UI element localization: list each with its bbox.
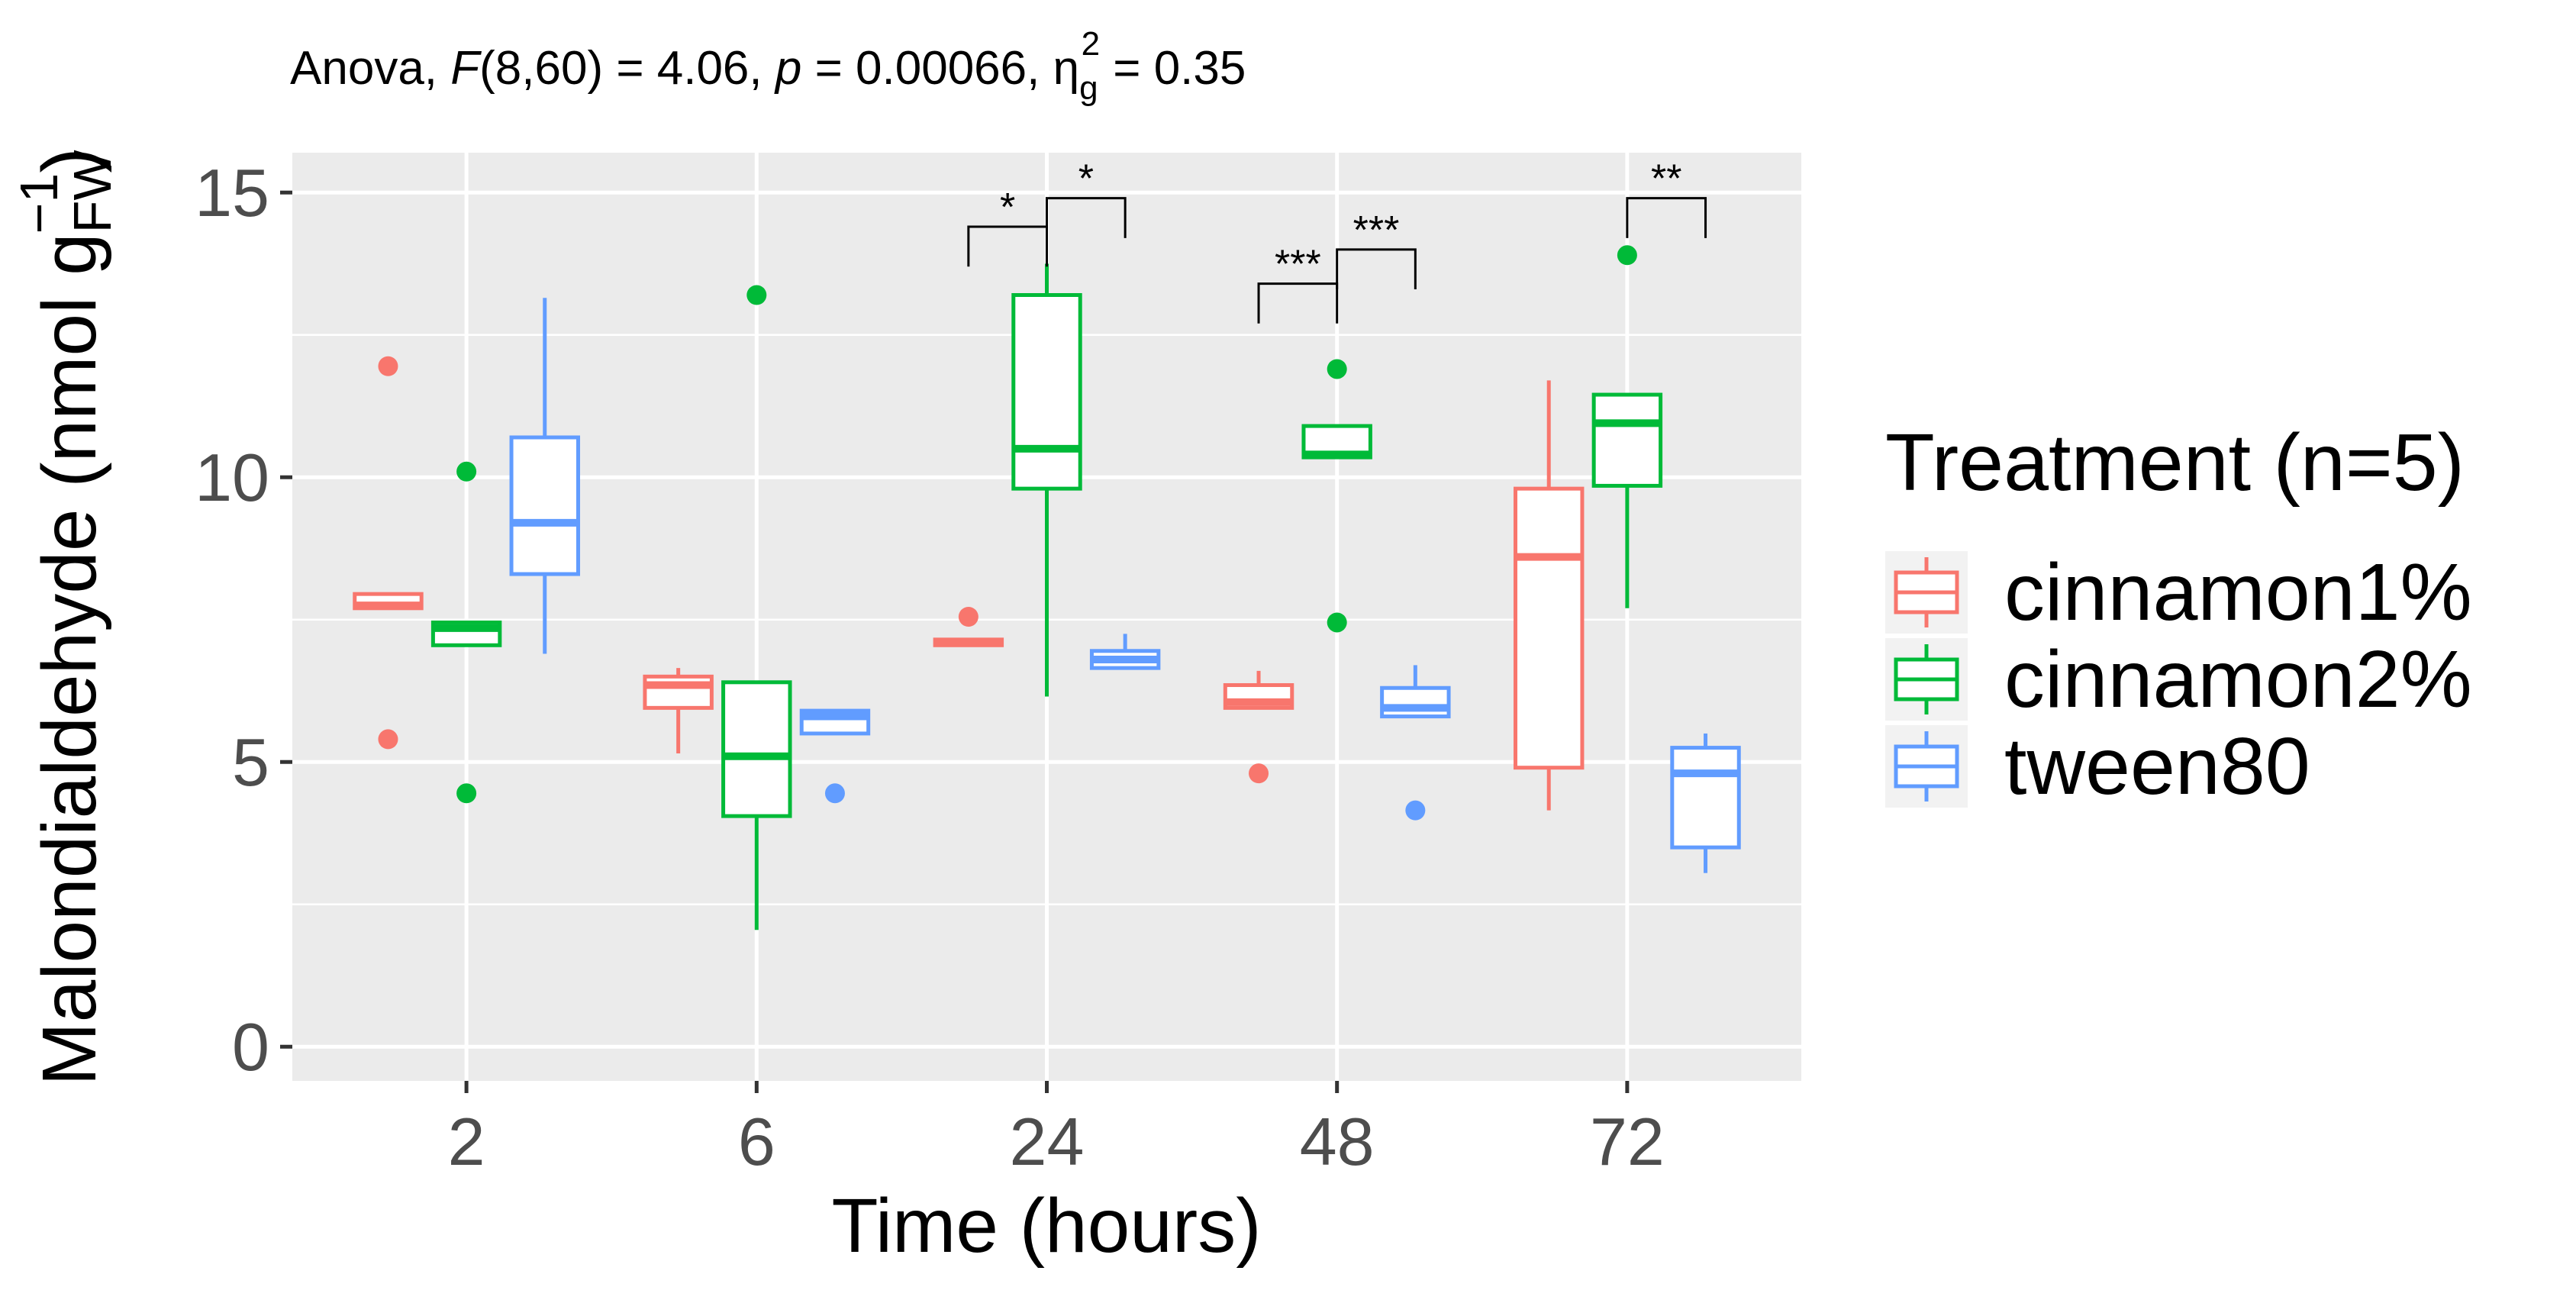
anova-title: Anova, F(8,60) = 4.06, p = 0.00066, ηg2 … — [290, 25, 1246, 107]
y-axis-title: Malondialdehyde (nmol gFW−1) — [9, 147, 122, 1085]
box-cinnamon2%-72 — [1591, 245, 1663, 608]
legend-item-cinnamon1%: cinnamon1% — [1885, 547, 2472, 637]
y-tick-label-10: 10 — [195, 440, 269, 515]
y-axis-title-main: Malondialdehyde (nmol g — [27, 233, 112, 1085]
anova-f-args: (8,60) = 4.06, — [479, 42, 775, 95]
sig-label: *** — [1275, 243, 1321, 287]
box-tween80-48 — [1380, 665, 1451, 821]
significance-brackets: ********** — [967, 157, 1707, 324]
box-tween80-6 — [799, 708, 871, 804]
x-tick-label-6: 6 — [738, 1104, 775, 1179]
box-cinnamon1%-72 — [1514, 380, 1585, 811]
anova-eta-sub: g — [1079, 69, 1098, 107]
x-tick-label-24: 24 — [1010, 1104, 1085, 1179]
sig-bracket-line — [1336, 248, 1417, 290]
box-cinnamon2%-2 — [430, 461, 502, 804]
box-iqr — [509, 435, 580, 576]
box-iqr — [721, 680, 792, 818]
anova-eta-symbol: η — [1053, 42, 1079, 95]
anova-p-value: = 0.00066, — [801, 42, 1053, 95]
legend-title: Treatment (n=5) — [1885, 418, 2465, 508]
sig-label: ** — [1651, 157, 1681, 202]
x-axis: 2 6 24 48 72 — [448, 1081, 1665, 1179]
outlier-point-0 — [824, 783, 845, 804]
sig-label: * — [1000, 185, 1015, 230]
outlier-point-0 — [456, 461, 477, 482]
y-axis-title-close: ) — [27, 147, 112, 173]
box-cinnamon1%-6 — [643, 668, 714, 754]
sig-bracket-line — [967, 225, 1048, 267]
anova-p-symbol: p — [774, 42, 801, 95]
box-iqr — [643, 674, 714, 710]
outlier-point-0 — [1405, 800, 1426, 821]
y-tick-label-5: 5 — [232, 724, 269, 800]
outlier-point-1 — [456, 783, 477, 804]
sig-bracket-line — [1626, 197, 1707, 238]
legend-item-cinnamon2%: cinnamon2% — [1885, 634, 2472, 724]
sig-bracket-2: *** — [1257, 243, 1339, 324]
box-cinnamon1%-48 — [1223, 670, 1294, 784]
x-axis-title: Time (hours) — [831, 1183, 1261, 1269]
box-tween80-2 — [509, 298, 580, 654]
outlier-point-1 — [378, 729, 398, 750]
box-series — [353, 245, 1741, 930]
outlier-point-0 — [378, 356, 398, 376]
y-axis: 0 5 10 15 — [195, 155, 292, 1085]
sig-bracket-3: *** — [1336, 208, 1417, 290]
box-cinnamon1%-2 — [353, 356, 424, 750]
x-tick-label-72: 72 — [1590, 1104, 1665, 1179]
box-iqr — [1514, 486, 1585, 770]
y-tick-label-0: 0 — [232, 1009, 269, 1085]
sig-label: * — [1078, 157, 1094, 202]
x-tick-label-2: 2 — [448, 1104, 485, 1179]
box-tween80-24 — [1089, 634, 1161, 670]
sig-bracket-line — [1257, 282, 1339, 324]
box-cinnamon2%-24 — [1011, 263, 1082, 697]
sig-bracket-line — [1046, 197, 1127, 238]
sig-bracket-1: * — [1046, 157, 1127, 238]
outlier-point-0 — [958, 607, 978, 627]
x-tick-label-48: 48 — [1300, 1104, 1375, 1179]
outlier-point-0 — [746, 285, 767, 305]
box-cinnamon1%-24 — [933, 607, 1004, 647]
legend-label-tween80: tween80 — [2004, 721, 2310, 811]
box-iqr — [1380, 685, 1451, 719]
box-tween80-72 — [1670, 733, 1741, 873]
y-axis-title-sup: −1 — [9, 173, 69, 234]
sig-bracket-4: ** — [1626, 157, 1707, 238]
outlier-point-0 — [1617, 245, 1637, 266]
legend-label-cinnamon2%: cinnamon2% — [2004, 634, 2472, 724]
box-iqr — [1591, 392, 1663, 488]
box-iqr — [1670, 746, 1741, 850]
box-iqr — [1011, 293, 1082, 491]
anova-f-symbol: F — [450, 42, 482, 95]
anova-eta-sup: 2 — [1082, 25, 1100, 63]
y-axis-title-sub: FW — [63, 150, 122, 233]
legend-label-cinnamon1%: cinnamon1% — [2004, 547, 2472, 637]
sig-bracket-0: * — [967, 185, 1048, 267]
outlier-point-1 — [1327, 612, 1347, 633]
box-cinnamon2%-48 — [1301, 359, 1372, 633]
legend-item-tween80: tween80 — [1885, 721, 2310, 811]
sig-label: *** — [1353, 208, 1400, 253]
outlier-point-0 — [1249, 763, 1269, 784]
anova-eta-value: = 0.35 — [1100, 42, 1246, 95]
anova-prefix: Anova, — [290, 42, 450, 95]
legend: Treatment (n=5) cinnamon1%cinnamon2%twee… — [1885, 418, 2472, 811]
y-tick-label-15: 15 — [195, 155, 269, 231]
box-cinnamon2%-6 — [721, 285, 792, 930]
outlier-point-0 — [1327, 359, 1347, 379]
